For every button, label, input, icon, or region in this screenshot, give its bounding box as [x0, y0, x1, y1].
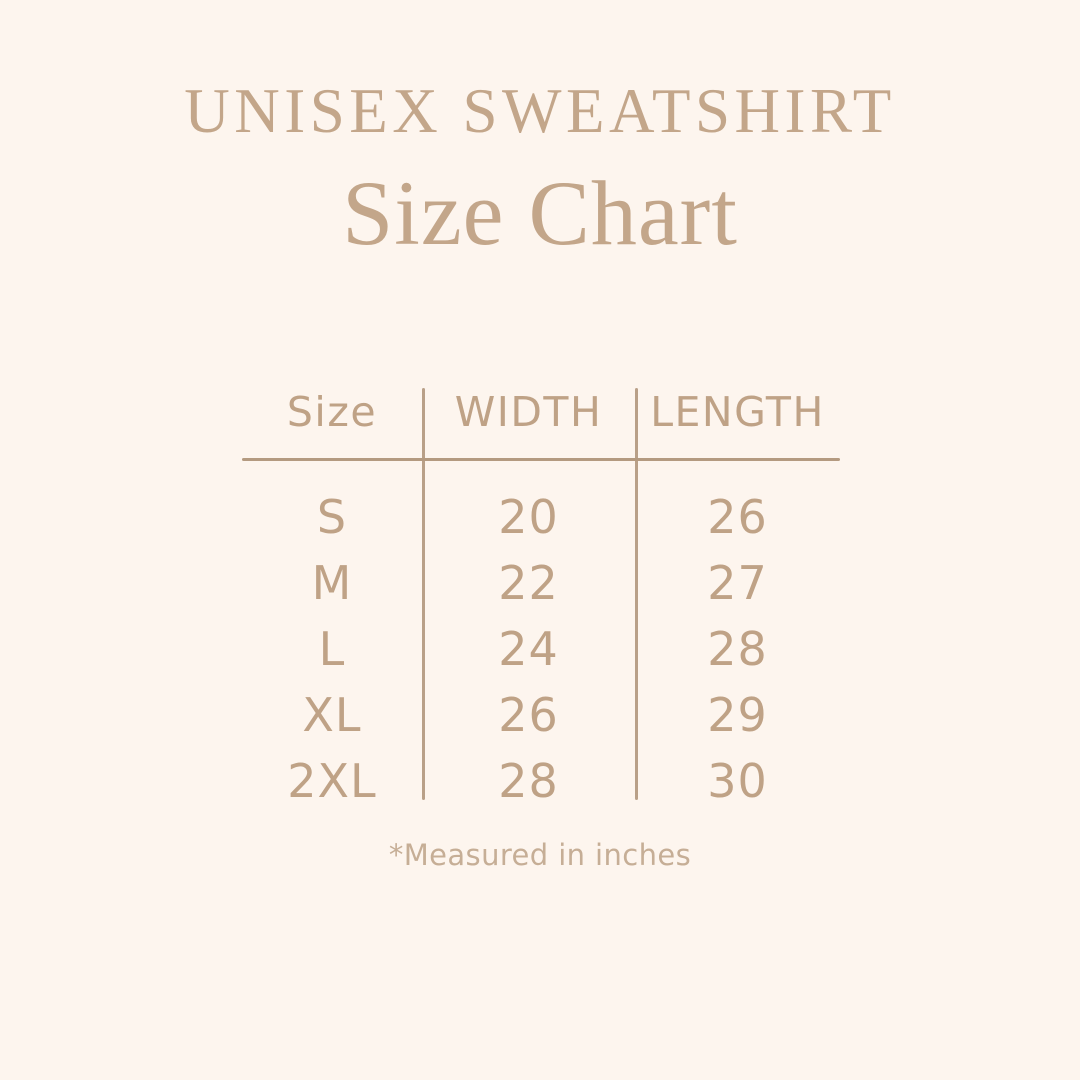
cell-length: 26 [707, 490, 768, 544]
cell-width: 20 [498, 490, 559, 544]
table-header-row: Size WIDTH LENGTH [242, 388, 840, 460]
cell-width: 28 [498, 754, 559, 808]
size-chart-table-wrapper: Size WIDTH LENGTH S 20 26 M 22 27 L [242, 388, 840, 804]
cell-size: S [316, 490, 348, 544]
cell-width: 26 [498, 688, 559, 742]
cell-length: 27 [707, 556, 768, 610]
table-row: XL 26 29 [242, 682, 840, 748]
cell-size: L [318, 622, 346, 676]
cell-length: 29 [707, 688, 768, 742]
cell-size: M [311, 556, 353, 610]
cell-width: 24 [498, 622, 559, 676]
measurement-note: *Measured in inches [388, 838, 692, 872]
size-chart-table: Size WIDTH LENGTH S 20 26 M 22 27 L [242, 388, 840, 814]
column-header-size: Size [286, 388, 378, 436]
cell-length: 28 [707, 622, 768, 676]
table-row: M 22 27 [242, 550, 840, 616]
page-title: UNISEX SWEATSHIRT [184, 76, 896, 146]
column-header-length: LENGTH [650, 388, 825, 436]
heading-block: UNISEX SWEATSHIRT Size Chart [0, 78, 1080, 265]
column-header-width: WIDTH [454, 388, 603, 436]
table-row: L 24 28 [242, 616, 840, 682]
page-subtitle: Size Chart [342, 162, 738, 265]
table-row: 2XL 28 30 [242, 748, 840, 814]
cell-size: 2XL [287, 754, 377, 808]
cell-width: 22 [498, 556, 559, 610]
table-row: S 20 26 [242, 460, 840, 550]
cell-size: XL [302, 688, 362, 742]
cell-length: 30 [707, 754, 768, 808]
